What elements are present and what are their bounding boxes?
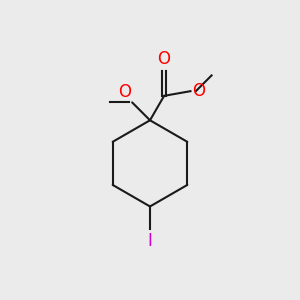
Text: O: O — [192, 82, 205, 100]
Text: O: O — [158, 50, 171, 68]
Text: I: I — [148, 232, 152, 250]
Text: O: O — [118, 83, 130, 101]
